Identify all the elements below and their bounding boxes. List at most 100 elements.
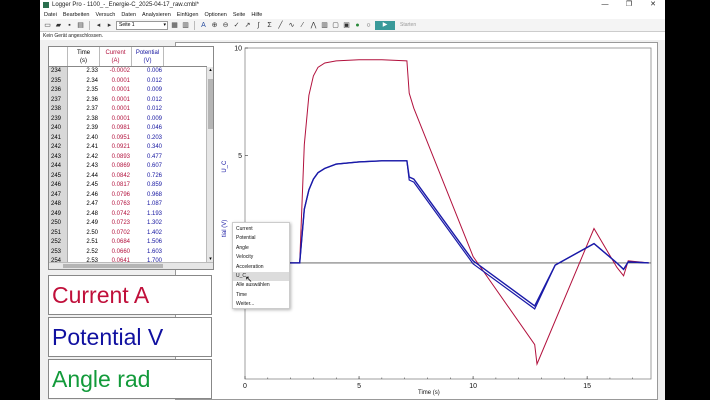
current-column-header[interactable]: Current (A)	[100, 47, 132, 66]
menu-seite[interactable]: Seite	[232, 11, 246, 18]
menu-einfuegen[interactable]: Einfügen	[176, 11, 199, 18]
table-row[interactable]: 248 2.47 0.0763 1.087	[49, 200, 207, 210]
autoscale-icon[interactable]: A	[201, 21, 206, 29]
histogram-icon[interactable]: ▥	[321, 21, 328, 29]
table-row[interactable]: 253 2.52 0.0660 1.603	[49, 247, 207, 257]
menu-optionen[interactable]: Optionen	[204, 11, 227, 18]
menu-item-time[interactable]: Time	[236, 291, 247, 298]
menu-item-velocity[interactable]: Velocity	[236, 254, 254, 261]
open-folder-icon[interactable]: ▰	[55, 21, 62, 29]
linear-fit-icon[interactable]: ╱	[278, 21, 283, 29]
current-meter[interactable]: Current A	[48, 275, 212, 315]
y-axis-label: U_C	[222, 160, 228, 173]
fft-icon[interactable]: ⋀	[310, 21, 317, 29]
table-row[interactable]: 249 2.48 0.0742 1.193	[49, 209, 207, 219]
row-number-cell: 250	[49, 219, 68, 229]
angle-meter[interactable]: Angle rad	[48, 359, 212, 399]
table-cell: 0.0001	[111, 106, 130, 112]
menu-item-angle[interactable]: Angle	[236, 244, 249, 251]
menu-item-current[interactable]: Current	[236, 226, 253, 232]
menu-item-acceleration[interactable]: Acceleration	[236, 263, 264, 270]
graph-icon[interactable]: ▥	[182, 21, 189, 29]
model-icon[interactable]: ⁄	[301, 21, 304, 29]
video-icon[interactable]: ●	[355, 21, 360, 29]
print-icon[interactable]: ▤	[77, 21, 84, 29]
table-vertical-scrollbar[interactable]: ▴ ▾	[206, 67, 213, 263]
table-cell: 2.46	[86, 191, 98, 198]
table-row[interactable]: 240 2.39 0.0981 0.046	[49, 124, 207, 134]
table-cell: 1.087	[146, 201, 162, 207]
minimize-button[interactable]: —	[601, 1, 609, 8]
table-row[interactable]: 246 2.45 0.0817 0.859	[49, 181, 207, 191]
table-icon[interactable]: ▦	[171, 21, 178, 29]
row-number-cell: 253	[49, 247, 68, 257]
menu-analysieren[interactable]: Analysieren	[142, 11, 171, 18]
scroll-down-icon[interactable]: ▾	[209, 256, 212, 262]
table-row[interactable]: 254 2.53 0.0641 1.700	[49, 257, 207, 267]
menu-datei[interactable]: Datei	[44, 11, 57, 18]
curve-fit-icon[interactable]: ∿	[288, 21, 295, 29]
table-row[interactable]: 234 2.33 -0.0002 0.006	[49, 67, 207, 77]
plot-area[interactable]	[244, 47, 652, 380]
row-number-cell: 235	[49, 76, 68, 86]
tangent-icon[interactable]: ↗	[244, 21, 251, 29]
annotation-icon[interactable]: ▢	[332, 21, 339, 29]
time-header-name: Time	[76, 50, 91, 56]
table-cell: -0.0002	[109, 68, 130, 74]
table-row[interactable]: 238 2.37 0.0001 0.012	[49, 105, 207, 115]
integral-icon[interactable]: ∫	[257, 21, 260, 29]
menu-item-more[interactable]: Weiter...	[236, 301, 255, 308]
data-table[interactable]: Time (s) Current (A) Potential (V) 234 2.33 -…	[48, 46, 214, 270]
menu-hilfe[interactable]: Hilfe	[251, 11, 263, 18]
menu-daten[interactable]: Daten	[121, 11, 137, 18]
stats-icon[interactable]: Σ	[267, 21, 272, 29]
table-cell: 0.0981	[111, 125, 130, 131]
page-forward-icon[interactable]: ▸	[107, 21, 112, 29]
maximize-button[interactable]: ❐	[625, 1, 633, 8]
menu-bearbeiten[interactable]: Bearbeiten	[62, 11, 90, 18]
table-cell: 2.42	[86, 153, 98, 160]
table-row[interactable]: 250 2.49 0.0723 1.302	[49, 219, 207, 229]
time-column-header[interactable]: Time (s)	[68, 47, 100, 66]
table-row[interactable]: 239 2.38 0.0001 0.009	[49, 114, 207, 124]
table-row[interactable]: 245 2.44 0.0842 0.726	[49, 171, 207, 181]
table-row[interactable]: 244 2.43 0.0869 0.607	[49, 162, 207, 172]
app-icon	[43, 2, 49, 8]
page-back-icon[interactable]: ◂	[96, 21, 101, 29]
table-row[interactable]: 252 2.51 0.0684 1.506	[49, 238, 207, 248]
zero-icon[interactable]: ○	[366, 21, 371, 29]
table-cell: 2.36	[86, 96, 98, 103]
table-horizontal-scrollbar[interactable]	[49, 262, 213, 269]
menu-item-select-all[interactable]: Alle auswählen	[236, 282, 270, 289]
page-select[interactable]: Seite 1	[116, 20, 168, 30]
collect-button[interactable]: ▶	[375, 20, 395, 30]
new-file-icon[interactable]: ▭	[44, 21, 51, 29]
potential-meter[interactable]: Potential V	[48, 317, 212, 357]
table-row[interactable]: 251 2.50 0.0702 1.402	[49, 228, 207, 238]
table-row[interactable]: 247 2.46 0.0796 0.968	[49, 190, 207, 200]
table-cell: 0.340	[146, 144, 162, 150]
window-title: Logger Pro - 1100_-_Energie-C_2025-04-17…	[52, 2, 199, 8]
table-row[interactable]: 243 2.42 0.0893 0.477	[49, 152, 207, 162]
potential-column-header[interactable]: Potential (V)	[132, 47, 164, 66]
table-row[interactable]: 235 2.34 0.0001 0.012	[49, 76, 207, 86]
table-row[interactable]: 242 2.41 0.0921 0.340	[49, 143, 207, 153]
menu-versuch[interactable]: Versuch	[95, 11, 116, 18]
menu-item-u-c[interactable]: U_C	[233, 271, 289, 282]
table-cell: 0.0001	[111, 77, 130, 84]
text-icon[interactable]: ▣	[343, 21, 350, 29]
scrollbar-thumb[interactable]	[208, 79, 213, 129]
save-icon[interactable]: ▪	[68, 21, 71, 29]
menu-item-potential[interactable]: Potential	[236, 235, 256, 242]
zoom-out-icon[interactable]: ⊖	[222, 21, 229, 29]
close-button[interactable]: ✕	[650, 1, 656, 8]
scrollbar-thumb[interactable]	[63, 264, 163, 268]
zoom-in-icon[interactable]: ⊕	[211, 21, 218, 29]
table-row[interactable]: 241 2.40 0.0951 0.203	[49, 133, 207, 143]
table-cell: 0.0702	[111, 229, 130, 236]
table-row[interactable]: 236 2.35 0.0001 0.009	[49, 86, 207, 96]
scroll-up-icon[interactable]: ▴	[209, 67, 212, 73]
table-row[interactable]: 237 2.36 0.0001 0.012	[49, 95, 207, 105]
examine-icon[interactable]: ✓	[233, 21, 240, 29]
